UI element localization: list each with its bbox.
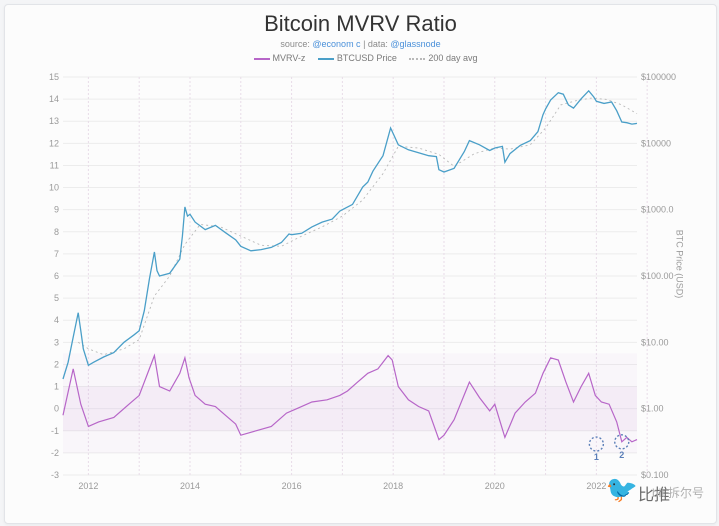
legend-label-mvrv: MVRV-z: [273, 53, 306, 63]
svg-text:15: 15: [49, 73, 59, 82]
legend-swatch-price: [318, 58, 334, 60]
svg-text:10: 10: [49, 183, 59, 193]
legend-swatch-mvrv: [254, 58, 270, 60]
svg-text:2022: 2022: [586, 481, 606, 491]
svg-text:8: 8: [54, 227, 59, 237]
svg-text:3: 3: [54, 337, 59, 347]
svg-text:2020: 2020: [485, 481, 505, 491]
svg-text:5: 5: [54, 293, 59, 303]
svg-text:$0.100: $0.100: [641, 470, 669, 480]
svg-text:-1: -1: [51, 426, 59, 436]
svg-text:2: 2: [619, 450, 624, 460]
svg-text:2014: 2014: [180, 481, 200, 491]
legend: MVRV-z BTCUSD Price 200 day avg: [5, 49, 716, 63]
chart-title: Bitcoin MVRV Ratio: [5, 5, 716, 37]
svg-text:1: 1: [54, 382, 59, 392]
subtitle-source-label: source:: [280, 39, 312, 49]
chart-subtitle: source: @econom c | data: @glassnode: [5, 37, 716, 49]
svg-text:$1.00: $1.00: [641, 404, 664, 414]
chart-card: Bitcoin MVRV Ratio source: @econom c | d…: [4, 4, 717, 524]
svg-text:$100000: $100000: [641, 73, 676, 82]
svg-text:2018: 2018: [383, 481, 403, 491]
svg-text:2012: 2012: [78, 481, 98, 491]
legend-swatch-avg: [409, 58, 425, 60]
svg-text:-3: -3: [51, 470, 59, 480]
plot-area: -3-2-10123456789101112131415$0.100$1.00$…: [39, 73, 681, 493]
svg-text:13: 13: [49, 116, 59, 126]
subtitle-data-link[interactable]: @glassnode: [390, 39, 440, 49]
subtitle-data-label: | data:: [361, 39, 391, 49]
svg-text:$100.00: $100.00: [641, 271, 674, 281]
svg-text:$10.00: $10.00: [641, 337, 669, 347]
legend-label-avg: 200 day avg: [428, 53, 477, 63]
svg-text:2: 2: [54, 359, 59, 369]
svg-text:4: 4: [54, 315, 59, 325]
svg-text:1: 1: [594, 452, 599, 462]
svg-text:6: 6: [54, 271, 59, 281]
svg-text:$10000: $10000: [641, 138, 671, 148]
legend-label-price: BTCUSD Price: [337, 53, 397, 63]
svg-text:-2: -2: [51, 448, 59, 458]
svg-text:14: 14: [49, 94, 59, 104]
svg-text:0: 0: [54, 404, 59, 414]
svg-text:11: 11: [50, 160, 59, 170]
subtitle-source-link[interactable]: @econom c: [312, 39, 360, 49]
svg-text:7: 7: [54, 249, 59, 259]
chart-svg: -3-2-10123456789101112131415$0.100$1.00$…: [39, 73, 681, 493]
svg-text:2016: 2016: [282, 481, 302, 491]
svg-text:12: 12: [49, 138, 59, 148]
svg-text:9: 9: [54, 205, 59, 215]
svg-text:$1000.0: $1000.0: [641, 205, 674, 215]
